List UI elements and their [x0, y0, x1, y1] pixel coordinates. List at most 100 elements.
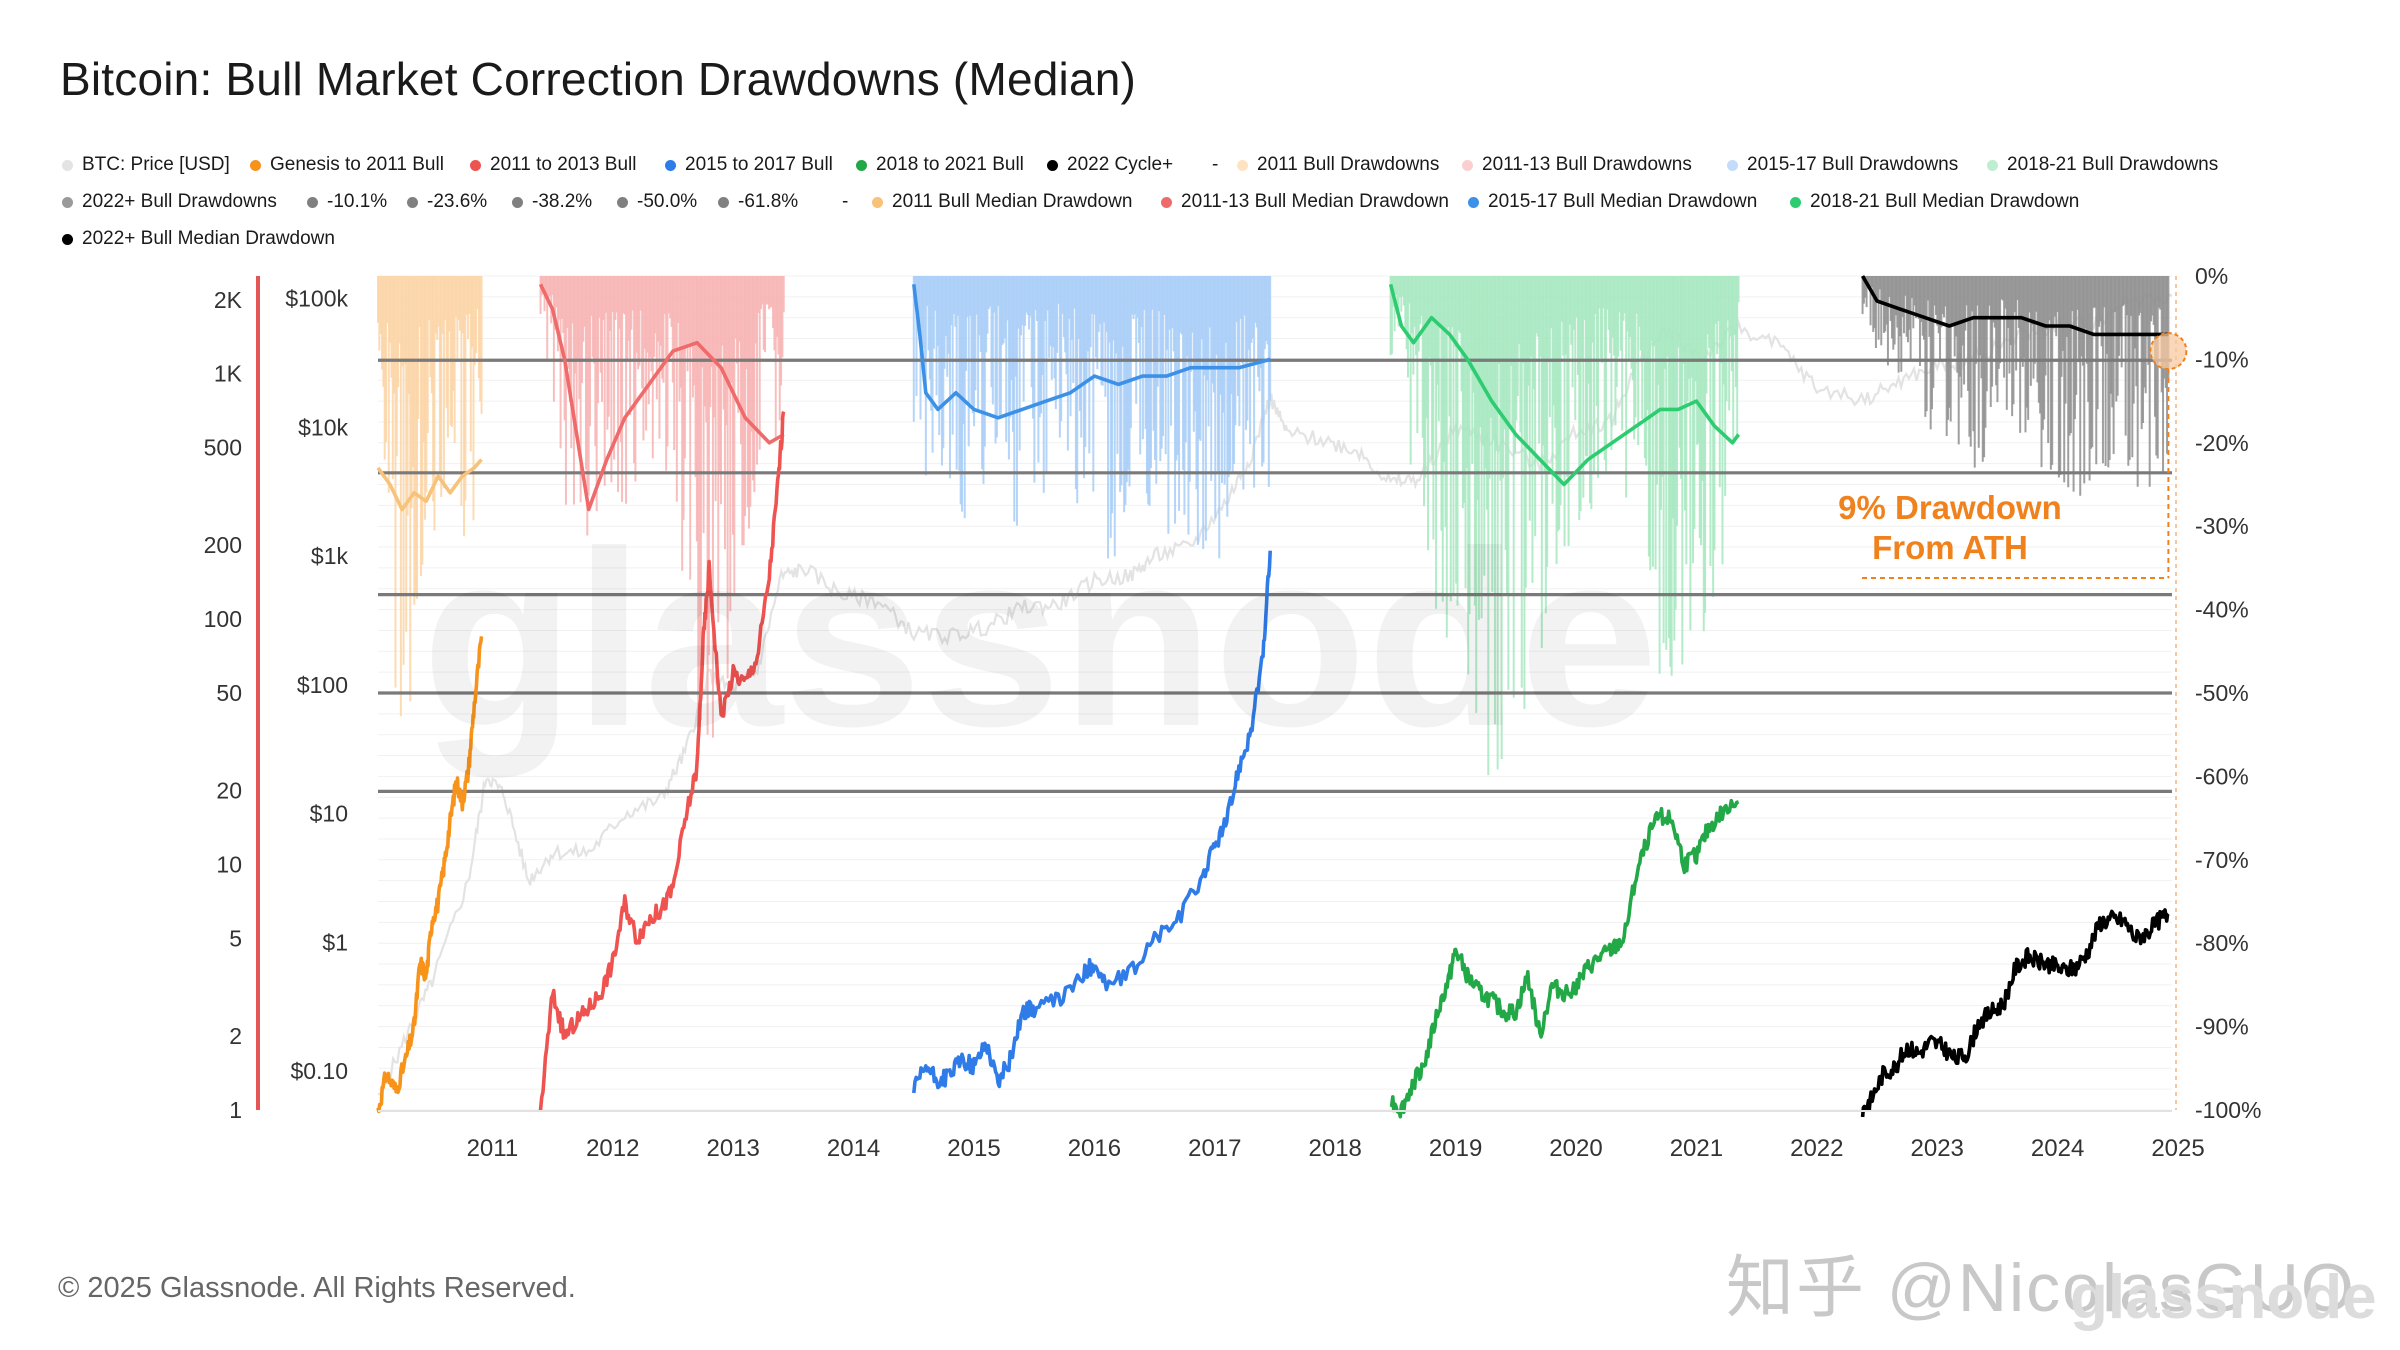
price-tick-label: $10 — [310, 801, 348, 827]
drawdown-tick-label: -60% — [2195, 763, 2249, 789]
x-tick-label: 2017 — [1188, 1135, 1241, 1162]
legend-item[interactable]: -23.6% — [407, 187, 487, 217]
legend-swatch — [718, 196, 729, 208]
legend-swatch — [407, 196, 418, 208]
cycle-line — [912, 550, 1272, 1094]
multiplier-tick-label: 2 — [229, 1023, 242, 1049]
drawdown-band — [539, 276, 785, 738]
legend-swatch — [62, 159, 73, 171]
drawdown-tick-label: -70% — [2195, 847, 2249, 873]
legend-item[interactable]: 2011-13 Bull Median Drawdown — [1161, 187, 1449, 217]
price-tick-label: $1k — [311, 543, 349, 569]
legend-item[interactable]: -10.1% — [307, 187, 387, 217]
multiplier-tick-label: 200 — [204, 532, 242, 558]
legend-swatch — [1727, 159, 1738, 171]
legend-swatch — [62, 196, 73, 208]
legend-item[interactable]: -61.8% — [718, 187, 798, 217]
zhihu-watermark: 知乎 @NicolasGUO — [1726, 1250, 2356, 1326]
multiplier-tick-label: 1K — [214, 361, 243, 387]
drawdown-tick-label: -50% — [2195, 680, 2249, 706]
legend-label: 2011-13 Bull Drawdowns — [1482, 154, 1692, 175]
legend-item[interactable]: - — [842, 187, 848, 217]
legend-label: 2015-17 Bull Drawdowns — [1747, 154, 1959, 175]
price-tick-label: $0.10 — [290, 1058, 348, 1084]
legend-item[interactable]: 2011 to 2013 Bull — [470, 150, 637, 180]
legend-swatch — [62, 233, 73, 245]
legend-label: 2011 Bull Drawdowns — [1257, 154, 1440, 175]
drawdown-band — [1389, 276, 1740, 776]
legend-item[interactable]: 2011-13 Bull Drawdowns — [1462, 150, 1692, 180]
drawdown-tick-label: -90% — [2195, 1014, 2249, 1040]
drawdown-band — [377, 276, 483, 717]
multiplier-tick-label: 10 — [216, 852, 242, 878]
legend-item[interactable]: 2022+ Bull Median Drawdown — [62, 224, 335, 254]
drawdown-band — [1861, 276, 2170, 496]
annotation-layer: glassnode — [422, 332, 2188, 778]
legend-label: 2011 to 2013 Bull — [490, 154, 637, 175]
legend-item[interactable]: - — [1212, 150, 1218, 180]
btc-price-layer — [377, 291, 2173, 1097]
multiplier-tick-label: 1 — [229, 1097, 242, 1123]
legend-swatch — [470, 159, 481, 171]
legend-label: BTC: Price [USD] — [82, 154, 230, 175]
legend-item[interactable]: -38.2% — [512, 187, 592, 217]
legend-item[interactable]: 2018-21 Bull Median Drawdown — [1790, 187, 2079, 217]
legend-label: 2015-17 Bull Median Drawdown — [1488, 191, 1758, 212]
legend-label: 2022 Cycle+ — [1067, 154, 1174, 175]
price-tick-label: $10k — [298, 414, 348, 440]
legend-item[interactable]: 2011 Bull Drawdowns — [1237, 150, 1439, 180]
legend-swatch — [1161, 196, 1172, 208]
cycle-line — [538, 410, 786, 1111]
legend-swatch — [1987, 159, 1998, 171]
legend-label: -61.8% — [738, 191, 799, 212]
median-drawdown-line — [376, 458, 483, 512]
legend-item[interactable]: 2011 Bull Median Drawdown — [872, 187, 1132, 217]
drawdown-tick-label: -40% — [2195, 597, 2249, 623]
legend-item[interactable]: 2015 to 2017 Bull — [665, 150, 833, 180]
legend-item[interactable]: Genesis to 2011 Bull — [250, 150, 444, 180]
copyright: © 2025 Glassnode. All Rights Reserved. — [58, 1272, 576, 1304]
legend-item[interactable]: 2022 Cycle+ — [1047, 150, 1173, 180]
plot-watermark: glassnode — [422, 499, 1658, 778]
drawdown-tick-label: 0% — [2195, 263, 2228, 289]
x-tick-label: 2020 — [1549, 1135, 1602, 1162]
legend-item[interactable]: BTC: Price [USD] — [62, 150, 230, 180]
x-tick-label: 2023 — [1911, 1135, 1964, 1162]
multiplier-tick-label: 500 — [204, 435, 242, 461]
legend-item[interactable]: 2018-21 Bull Drawdowns — [1987, 150, 2218, 180]
legend-label: -38.2% — [532, 191, 593, 212]
x-tick-label: 2014 — [827, 1135, 880, 1162]
drawdown-bands-layer — [377, 276, 2170, 776]
drawdown-tick-label: -80% — [2195, 930, 2249, 956]
median-drawdown-line — [538, 283, 785, 512]
x-tick-label: 2018 — [1309, 1135, 1362, 1162]
median-drawdown-layer — [376, 275, 2169, 512]
x-tick-label: 2019 — [1429, 1135, 1482, 1162]
multiplier-tick-label: 100 — [204, 606, 242, 632]
drawdown-band — [912, 276, 1272, 559]
drawdown-tick-label: -100% — [2195, 1097, 2261, 1123]
cycle-line — [1860, 908, 2170, 1118]
legend-item[interactable]: 2015-17 Bull Drawdowns — [1727, 150, 1958, 180]
drawdown-tick-label: -20% — [2195, 430, 2249, 456]
legend-swatch — [856, 159, 867, 171]
cycle-line — [376, 636, 484, 1114]
legend-swatch — [1462, 159, 1473, 171]
drawdown-tick-label: -10% — [2195, 346, 2249, 372]
median-drawdown-line — [1388, 283, 1741, 487]
legend-label: - — [1212, 154, 1219, 175]
legend-label: 2022+ Bull Median Drawdown — [82, 228, 335, 249]
legend-swatch — [872, 196, 883, 208]
annotation-line-2: From ATH — [1872, 529, 2028, 566]
legend-label: Genesis to 2011 Bull — [270, 154, 444, 175]
legend-item[interactable]: 2015-17 Bull Median Drawdown — [1468, 187, 1757, 217]
legend-label: 2018-21 Bull Drawdowns — [2007, 154, 2219, 175]
legend-item[interactable]: -50.0% — [617, 187, 697, 217]
price-tick-label: $100k — [285, 286, 348, 312]
x-tick-label: 2022 — [1790, 1135, 1843, 1162]
legend-item[interactable]: 2022+ Bull Drawdowns — [62, 187, 277, 217]
legend-swatch — [665, 159, 676, 171]
multiplier-tick-label: 5 — [229, 925, 242, 951]
drawdown-tick-label: -30% — [2195, 513, 2249, 539]
legend-item[interactable]: 2018 to 2021 Bull — [856, 150, 1024, 180]
